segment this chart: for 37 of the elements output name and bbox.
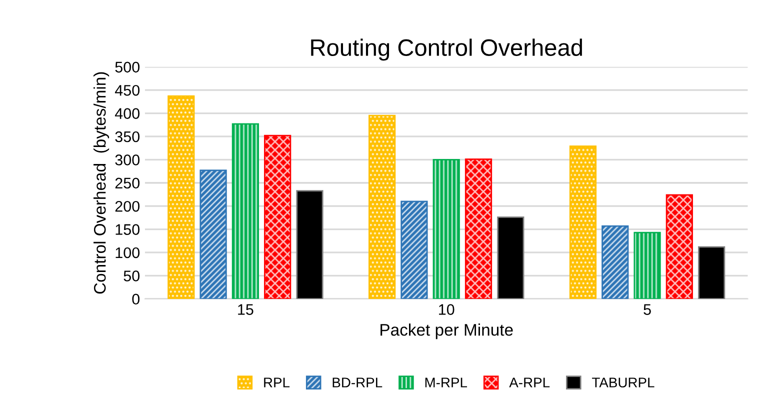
bar [232,123,259,299]
y-tick-label: 50 [124,270,140,282]
bar [400,200,428,299]
legend-label: A-RPL [509,378,550,388]
bar [432,158,460,299]
chart-title: Routing Control Overhead [311,38,582,61]
bar [168,95,195,299]
y-tick-label: 300 [115,154,140,166]
y-tick-label: 400 [114,108,140,119]
bar [634,232,661,299]
y-axis-title: Control Overhead (bytes/min) [94,72,110,294]
bar [264,134,292,299]
bar [497,216,524,299]
legend-label: TABURPL [592,378,654,388]
bar [698,246,726,299]
y-tick-label: 150 [116,224,140,235]
bar [464,158,492,299]
bar [666,194,693,299]
bar [569,146,597,299]
legend-label: M-RPL [425,378,468,388]
y-tick-label: 350 [115,131,140,142]
x-tick-label: 15 [238,304,254,315]
y-tick-label: 100 [116,247,140,258]
bar [200,170,227,299]
y-tick-label: 0 [132,294,140,305]
bar [602,225,629,299]
x-tick-label: 10 [439,304,454,315]
x-tick-label: 5 [644,304,651,315]
legend-label: RPL [264,378,290,388]
y-tick-label: 450 [114,84,140,96]
legend-label: BD-RPL [332,378,382,388]
y-tick-label: 500 [115,62,140,73]
y-tick-label: 250 [115,178,140,189]
bar [296,190,324,299]
y-tick-label: 200 [115,200,140,212]
x-axis-title: Packet per Minute [380,324,513,340]
bar [368,114,396,299]
